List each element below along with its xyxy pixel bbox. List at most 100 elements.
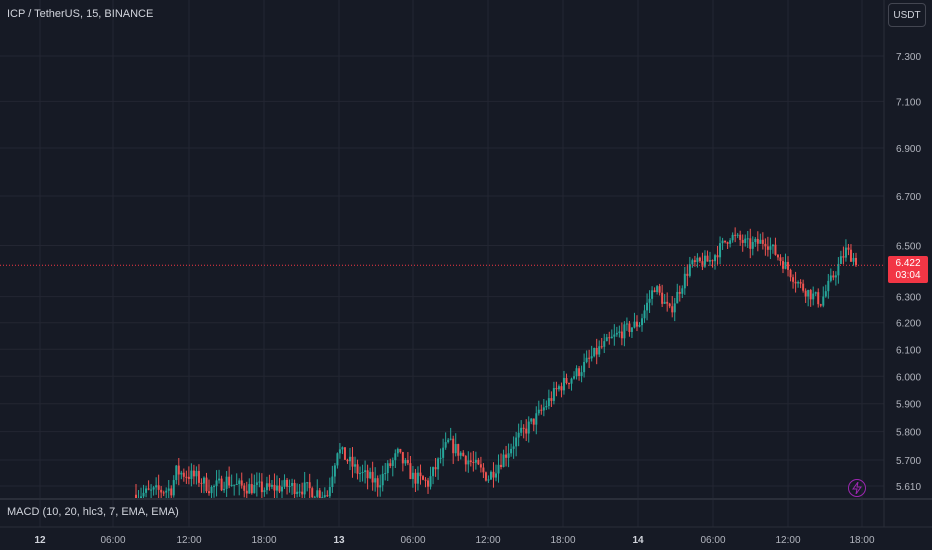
candle-body (839, 256, 842, 264)
price-tick-label: 5.900 (896, 400, 921, 411)
candle-body (404, 460, 407, 464)
candle-body (658, 286, 661, 293)
candle-body (187, 476, 190, 479)
candle-body (540, 409, 543, 411)
candle-body (286, 479, 289, 487)
candle-body (386, 463, 389, 474)
candle-body (293, 482, 296, 495)
candle-body (716, 255, 719, 258)
candle-body (726, 242, 729, 244)
candle-body (686, 273, 689, 276)
candle-body (827, 280, 830, 292)
candle-body (648, 298, 651, 303)
candle-body (741, 239, 744, 243)
macd-indicator-label[interactable]: MACD (10, 20, hlc3, 7, EMA, EMA) (7, 506, 179, 518)
candle-body (414, 472, 417, 484)
candle-body (535, 413, 538, 425)
candle-body (474, 459, 477, 463)
candle-body (547, 398, 550, 406)
candle-body (653, 290, 656, 293)
candle-body (744, 238, 747, 243)
candle-body (331, 476, 334, 488)
price-tick-label: 6.300 (896, 293, 921, 304)
candle-body (847, 247, 850, 250)
candle-body (719, 243, 722, 258)
candle-body (333, 465, 336, 477)
candle-body (681, 288, 684, 294)
candle-body (406, 460, 409, 464)
candle-body (787, 261, 790, 270)
candle-body (265, 483, 268, 491)
candle-body (177, 465, 180, 475)
price-tick-label: 6.500 (896, 242, 921, 253)
candle-body (819, 304, 822, 306)
candle-body (668, 303, 671, 307)
candle-body (167, 488, 170, 491)
candle-body (842, 256, 845, 258)
candle-body (590, 356, 593, 359)
candle-body (321, 497, 324, 499)
candle-body (781, 261, 784, 269)
candle-body (477, 459, 480, 465)
candle-body (220, 478, 223, 491)
candle-body (449, 438, 452, 440)
candle-body (754, 238, 757, 243)
candle-body (651, 290, 654, 299)
candle-body (273, 484, 276, 491)
candle-body (213, 486, 216, 488)
candle-body (852, 257, 855, 262)
time-tick-label: 12 (34, 535, 46, 546)
candle-body (301, 491, 304, 495)
lightning-bolt-icon[interactable] (848, 479, 866, 497)
price-tick-label: 6.000 (896, 372, 921, 383)
candle-body (774, 244, 777, 255)
candle-body (633, 321, 636, 328)
candle-body (442, 447, 445, 458)
candle-body (691, 260, 694, 265)
candle-body (562, 377, 565, 391)
candle-body (656, 286, 659, 293)
candle-body (552, 388, 555, 401)
candle-body (384, 473, 387, 475)
candle-body (376, 478, 379, 488)
candle-body (479, 464, 482, 468)
candle-body (721, 240, 724, 244)
candlestick-series (135, 227, 857, 500)
candle-body (318, 490, 321, 498)
candle-body (135, 494, 137, 498)
candle-body (568, 383, 571, 385)
candle-body (520, 427, 523, 433)
price-tick-label: 6.700 (896, 192, 921, 203)
candle-body (218, 478, 221, 481)
candle-body (729, 240, 732, 244)
candle-body (855, 257, 857, 266)
candle-body (615, 332, 618, 335)
candle-body (693, 260, 696, 262)
candle-body (270, 484, 273, 487)
time-tick-label: 12:00 (176, 535, 201, 546)
candle-body (625, 323, 628, 325)
candle-body (588, 357, 591, 359)
candle-body (600, 346, 603, 348)
symbol-title[interactable]: ICP / TetherUS, 15, BINANCE (7, 8, 154, 20)
candle-body (416, 472, 419, 484)
candle-body (208, 491, 211, 494)
candle-body (316, 490, 319, 497)
candle-body (603, 341, 606, 347)
candle-body (263, 490, 266, 493)
candle-body (515, 437, 518, 447)
currency-button[interactable]: USDT (888, 3, 926, 27)
candle-body (771, 244, 774, 247)
candle-body (150, 489, 153, 491)
candle-body (666, 301, 669, 304)
last-price-value: 6.422 (895, 257, 921, 269)
candle-body (517, 432, 520, 438)
candle-body (580, 372, 583, 376)
candle-body (424, 479, 427, 481)
candle-body (427, 480, 430, 487)
candle-body (175, 465, 178, 481)
candle-body (489, 471, 492, 480)
candle-body (736, 234, 739, 236)
candle-body (145, 488, 148, 493)
